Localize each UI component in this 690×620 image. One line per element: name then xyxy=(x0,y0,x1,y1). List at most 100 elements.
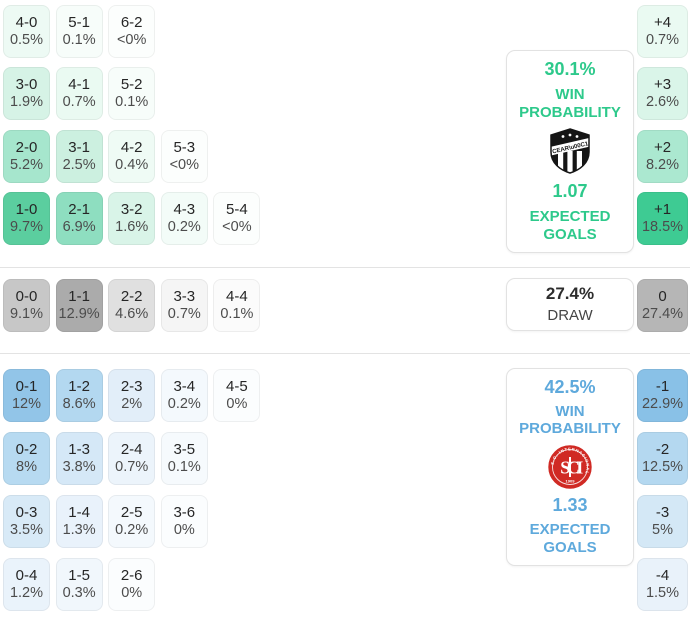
home-win-probability-label: WIN PROBABILITY xyxy=(519,86,621,121)
away-score-cell-3-4: 3-4 0.2% xyxy=(160,369,208,422)
section-divider xyxy=(0,267,690,268)
home-score-cell-2-1: 2-1 6.9% xyxy=(55,192,103,245)
away-score-cell-0-2: 0-2 8% xyxy=(3,432,50,485)
cell-score: 2-5 xyxy=(120,504,143,522)
cell-score: 6-2 xyxy=(120,14,143,32)
cell-percentage: <0% xyxy=(222,219,252,236)
cell-percentage: 9.1% xyxy=(9,306,44,323)
away-score-cell-1-2: 1-2 8.6% xyxy=(55,369,103,422)
cell-percentage: <0% xyxy=(116,32,147,49)
cell-percentage: 0% xyxy=(121,585,143,602)
cell-percentage: <0% xyxy=(169,157,200,174)
cell-percentage: 0.1% xyxy=(167,459,201,476)
section-divider xyxy=(0,353,690,354)
cell-score: 0-3 xyxy=(15,504,38,522)
cell-score: 3-4 xyxy=(173,378,196,396)
cell-score: 2-2 xyxy=(120,288,143,306)
away-margin-cell--3: -3 5% xyxy=(637,495,688,548)
home-score-cell-4-3: 4-3 0.2% xyxy=(160,192,208,245)
cell-percentage: 0.2% xyxy=(167,219,201,236)
away-score-cell-1-5: 1-5 0.3% xyxy=(55,558,103,611)
home-win-panel: 30.1% WIN PROBABILITY CEAR\u00C1 1.07 xyxy=(506,50,634,253)
cell-score: 5-4 xyxy=(226,201,248,219)
cell-percentage: 3.8% xyxy=(62,459,96,476)
cell-percentage: 6.9% xyxy=(62,219,96,236)
home-margin-cell-+4: +4 0.7% xyxy=(637,5,688,58)
cell-score: 2-3 xyxy=(120,378,143,396)
away-win-probability-label: WIN PROBABILITY xyxy=(519,403,621,438)
cell-score: 0 xyxy=(658,288,667,306)
cell-score: 5-1 xyxy=(68,14,90,32)
cell-percentage: 0.1% xyxy=(220,306,254,323)
cell-score: 4-3 xyxy=(173,201,196,219)
away-score-cell-3-5: 3-5 0.1% xyxy=(160,432,208,485)
home-score-cell-1-0: 1-0 9.7% xyxy=(3,192,50,245)
cell-score: -2 xyxy=(655,441,670,459)
away-score-cell-0-4: 0-4 1.2% xyxy=(3,558,50,611)
cell-score: 3-5 xyxy=(173,441,196,459)
cell-percentage: 0.2% xyxy=(115,522,149,539)
cell-score: 0-2 xyxy=(15,441,38,459)
cell-percentage: 1.6% xyxy=(115,219,149,236)
cell-percentage: 1.9% xyxy=(9,94,44,111)
home-score-cell-5-1: 5-1 0.1% xyxy=(55,5,103,58)
cell-score: 1-4 xyxy=(68,504,90,522)
draw-probability-value: 27.4% xyxy=(545,284,595,304)
cell-percentage: 0.2% xyxy=(167,396,201,413)
cell-percentage: 0.7% xyxy=(167,306,201,323)
home-win-probability-value: 30.1% xyxy=(544,59,596,79)
draw-score-cell-4-4: 4-4 0.1% xyxy=(213,279,261,332)
ceara-crest-icon: CEAR\u00C1 xyxy=(550,128,590,175)
away-score-cell-2-4: 2-4 0.7% xyxy=(108,432,156,485)
home-score-cell-4-2: 4-2 0.4% xyxy=(108,130,156,183)
draw-label: DRAW xyxy=(547,306,593,324)
cell-percentage: 4.6% xyxy=(115,306,149,323)
cell-percentage: 27.4% xyxy=(641,306,684,323)
cell-score: +3 xyxy=(653,76,672,94)
home-margin-cell-+2: +2 8.2% xyxy=(637,130,688,183)
away-margin-cell--2: -2 12.5% xyxy=(637,432,688,485)
away-win-panel: 42.5% WIN PROBABILITY S.C. INTERNACIONAL… xyxy=(506,368,634,566)
cell-score: +2 xyxy=(653,139,672,157)
cell-percentage: 8.2% xyxy=(645,157,680,174)
away-score-cell-3-6: 3-6 0% xyxy=(160,495,208,548)
cell-percentage: 0.7% xyxy=(645,32,680,49)
away-score-cell-2-6: 2-6 0% xyxy=(108,558,156,611)
home-score-cell-3-2: 3-2 1.6% xyxy=(108,192,156,245)
cell-score: +1 xyxy=(653,201,672,219)
cell-percentage: 5.2% xyxy=(9,157,44,174)
cell-score: 0-1 xyxy=(15,378,38,396)
draw-score-cell-3-3: 3-3 0.7% xyxy=(160,279,208,332)
cell-percentage: 2.5% xyxy=(62,157,96,174)
draw-score-cell-0-0: 0-0 9.1% xyxy=(3,279,50,332)
home-score-cell-3-1: 3-1 2.5% xyxy=(55,130,103,183)
cell-score: 5-2 xyxy=(120,76,143,94)
cell-percentage: 0.4% xyxy=(115,157,149,174)
cell-percentage: 12.9% xyxy=(58,306,100,323)
cell-score: -1 xyxy=(655,378,670,396)
cell-percentage: 0.3% xyxy=(62,585,96,602)
cell-score: 1-3 xyxy=(68,441,90,459)
cell-percentage: 0.1% xyxy=(62,32,96,49)
away-score-cell-2-5: 2-5 0.2% xyxy=(108,495,156,548)
home-margin-cell-+1: +1 18.5% xyxy=(637,192,688,245)
internacional-crest-icon: S.C. INTERNACIONAL SCI 1909 xyxy=(546,443,594,491)
cell-score: 3-6 xyxy=(173,504,196,522)
cell-score: 3-3 xyxy=(173,288,196,306)
away-expected-goals-label: EXPECTED GOALS xyxy=(529,521,611,556)
cell-score: 4-5 xyxy=(226,378,248,396)
cell-score: 5-3 xyxy=(173,139,196,157)
cell-percentage: 1.2% xyxy=(9,585,44,602)
cell-percentage: 8% xyxy=(16,459,37,476)
home-score-cell-2-0: 2-0 5.2% xyxy=(3,130,50,183)
cell-percentage: 3.5% xyxy=(9,522,44,539)
cell-score: 2-1 xyxy=(68,201,90,219)
cell-score: +4 xyxy=(653,14,672,32)
cell-score: 2-6 xyxy=(120,567,143,585)
cell-percentage: 0.7% xyxy=(62,94,96,111)
cell-percentage: 0.1% xyxy=(115,94,149,111)
draw-score-cell-1-1: 1-1 12.9% xyxy=(55,279,103,332)
away-score-cell-0-1: 0-1 12% xyxy=(3,369,50,422)
draw-score-cell-2-2: 2-2 4.6% xyxy=(108,279,156,332)
home-score-cell-5-4: 5-4 <0% xyxy=(213,192,261,245)
